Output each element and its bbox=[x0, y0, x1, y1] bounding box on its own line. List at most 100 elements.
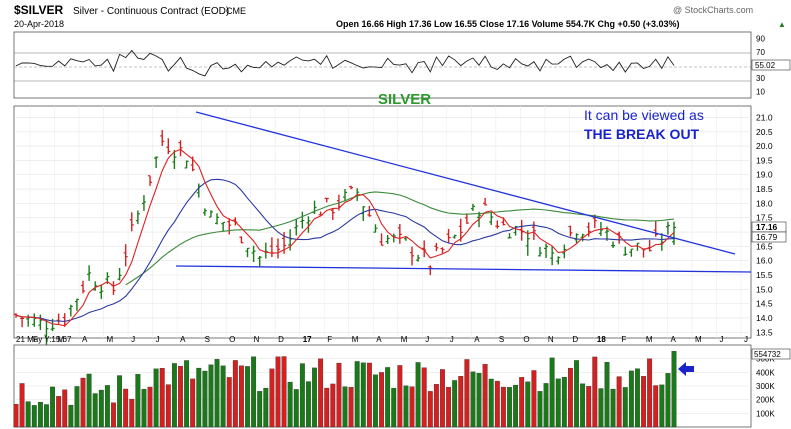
moving-average-mid bbox=[15, 178, 675, 322]
symbol-label: $SILVER bbox=[14, 3, 63, 17]
ohlc-bar bbox=[385, 234, 390, 244]
volume-bar bbox=[360, 362, 366, 428]
ohlc-bar bbox=[172, 149, 177, 170]
x-axis-label: N bbox=[548, 335, 554, 344]
x-axis-label: A bbox=[376, 335, 382, 344]
volume-tick-label: 100K bbox=[756, 409, 775, 418]
x-axis-label: J bbox=[425, 335, 429, 344]
x-axis-label: J bbox=[131, 335, 135, 344]
ohlc-bar bbox=[397, 224, 402, 244]
ohlc-bar bbox=[81, 280, 86, 294]
volume-bar bbox=[19, 383, 25, 428]
ohlc-bar bbox=[464, 213, 469, 224]
price-tick-label: 13.5 bbox=[756, 327, 773, 337]
x-axis-label: M bbox=[58, 335, 65, 344]
ohlc-bar bbox=[629, 248, 634, 257]
ohlc-bar bbox=[129, 212, 134, 232]
rsi-tick-label: 90 bbox=[756, 35, 765, 44]
volume-bar bbox=[318, 358, 324, 428]
volume-bar bbox=[458, 376, 464, 428]
chart-header: $SILVER Silver - Continuous Contract (EO… bbox=[14, 3, 786, 29]
volume-bar bbox=[586, 386, 592, 428]
volume-bar bbox=[178, 365, 183, 428]
volume-bar bbox=[592, 356, 598, 428]
ohlc-bar bbox=[537, 246, 542, 257]
volume-bar bbox=[354, 361, 360, 428]
volume-bar bbox=[665, 373, 671, 428]
ohlc-readout: Open 16.66 High 17.36 Low 16.55 Close 17… bbox=[336, 19, 680, 29]
ohlc-bar bbox=[87, 265, 92, 281]
ohlc-bar bbox=[483, 197, 488, 206]
ohlc-bar bbox=[215, 213, 220, 225]
volume-bar bbox=[74, 386, 80, 428]
volume-bar bbox=[622, 387, 628, 428]
last-price: 17.16 bbox=[756, 222, 778, 232]
volume-bar bbox=[98, 389, 104, 428]
ohlc-bar bbox=[135, 210, 140, 225]
volume-bar bbox=[653, 385, 659, 428]
ohlc-bar bbox=[410, 246, 415, 266]
volume-bar bbox=[500, 386, 506, 428]
volume-bar bbox=[513, 384, 519, 428]
ohlc-bar bbox=[672, 221, 676, 245]
ohlc-bar bbox=[367, 205, 372, 217]
ohlc-bar bbox=[586, 222, 591, 237]
price-tick-label: 15.0 bbox=[756, 284, 773, 294]
volume-bar bbox=[440, 369, 445, 428]
volume-bar bbox=[269, 368, 275, 428]
volume-bar bbox=[202, 370, 208, 428]
volume-bar bbox=[220, 365, 226, 428]
volume-bar bbox=[446, 387, 452, 428]
volume-bar bbox=[610, 388, 616, 428]
x-axis-label: 18 bbox=[597, 335, 606, 344]
volume-bar bbox=[147, 386, 153, 428]
ohlc-bar bbox=[495, 220, 500, 229]
ohlc-bar bbox=[202, 208, 207, 216]
x-axis-label: J bbox=[744, 335, 748, 344]
ohlc-bars bbox=[14, 130, 676, 345]
rsi-last-value: 55.02 bbox=[755, 61, 776, 70]
volume-bar bbox=[641, 376, 646, 428]
x-axis-label: N bbox=[254, 335, 260, 344]
exchange-label: CME bbox=[226, 6, 246, 16]
ohlc-bar bbox=[343, 189, 347, 202]
volume-bar bbox=[68, 404, 74, 428]
ohlc-bar bbox=[239, 236, 244, 244]
ohlc-bar bbox=[470, 203, 475, 212]
ohlc-bar bbox=[245, 247, 250, 258]
volume-bar bbox=[452, 380, 458, 428]
volume-bar bbox=[44, 404, 49, 428]
price-panel: 21.020.520.019.519.018.518.017.517.016.5… bbox=[13, 91, 787, 345]
ohlc-bar bbox=[123, 244, 128, 267]
volume-bar bbox=[397, 365, 403, 428]
volume-bar bbox=[494, 380, 500, 428]
ohlc-bar bbox=[208, 210, 213, 218]
volume-bar bbox=[135, 374, 141, 428]
volume-bar bbox=[409, 386, 415, 428]
volume-bar bbox=[616, 376, 622, 428]
volume-bar bbox=[549, 357, 555, 428]
volume-bar bbox=[226, 377, 232, 428]
lower-trendline bbox=[175, 265, 752, 273]
price-tick-label: 20.5 bbox=[756, 127, 773, 137]
rsi-tick-label: 30 bbox=[756, 74, 765, 83]
ohlc-bar bbox=[74, 298, 79, 311]
rsi-last-box bbox=[751, 59, 791, 71]
volume-bar bbox=[391, 387, 397, 428]
volume-bar bbox=[470, 371, 476, 428]
moving-average-short bbox=[15, 148, 675, 327]
price-tick-label: 16.5 bbox=[756, 241, 773, 251]
x-axis-label: J bbox=[156, 335, 160, 344]
ohlc-bar bbox=[251, 245, 256, 262]
volume-bar bbox=[257, 391, 263, 428]
volume-bar bbox=[190, 378, 196, 428]
instrument-name: Silver - Continuous Contract (EOD) bbox=[73, 6, 229, 17]
left-arrow-icon bbox=[678, 362, 694, 376]
ohlc-bar bbox=[154, 156, 159, 169]
rsi-tick-label: 70 bbox=[756, 48, 765, 57]
x-axis-label: F bbox=[327, 335, 332, 344]
volume-bar bbox=[111, 402, 116, 428]
ohlc-bar bbox=[531, 221, 536, 240]
ohlc-bar bbox=[227, 218, 232, 235]
price-tick-label: 17.5 bbox=[756, 213, 773, 223]
